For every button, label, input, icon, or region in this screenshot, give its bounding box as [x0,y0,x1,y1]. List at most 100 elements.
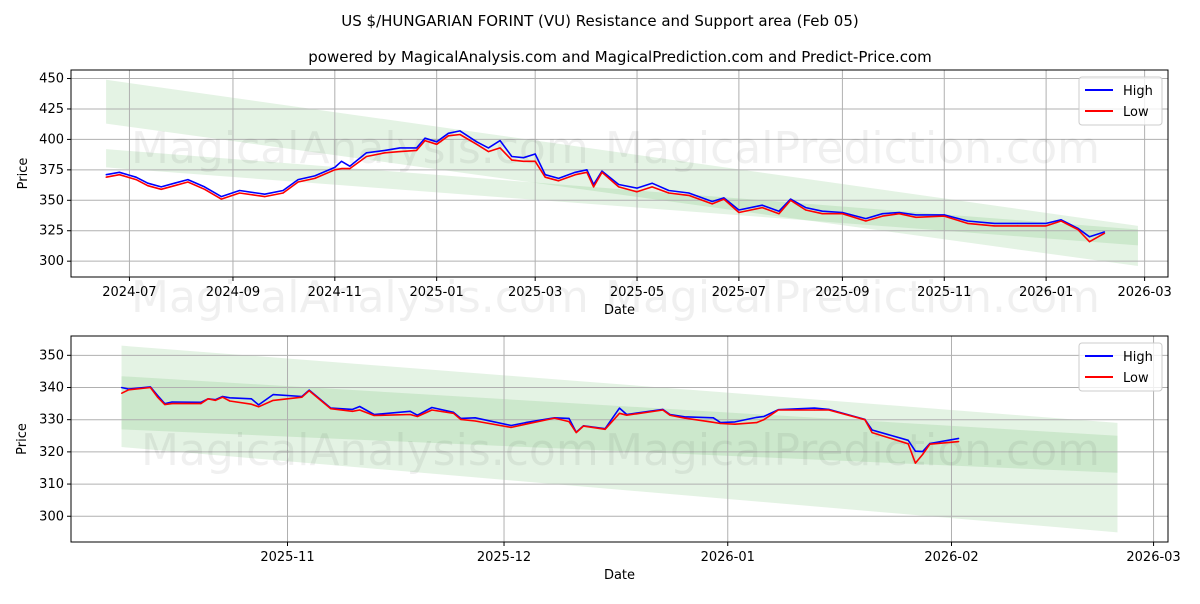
data-point-high [688,192,690,194]
data-point-low [511,159,513,161]
data-point-low [738,211,740,214]
data-point-low [828,409,830,411]
data-point-low [297,181,299,183]
data-point-low [626,414,628,416]
data-point-low [282,192,284,194]
chart-title: US $/HUNGARIAN FORINT (VU) Resistance an… [341,12,858,30]
data-point-high [841,211,844,214]
data-point-low [1060,220,1062,222]
watermark: MagicalPrediction.com [605,425,1100,476]
axes-frame [70,69,1169,278]
data-point-high [171,401,173,403]
data-point-low [522,160,525,162]
data-point-low [821,213,823,215]
data-point-low [340,168,343,170]
data-point-high [557,177,560,179]
watermark: MagicalAnalysis.com [141,425,599,476]
data-point-low [229,400,231,402]
data-point-low [841,213,844,215]
data-point-high [534,153,536,155]
data-point-low [431,409,433,411]
data-point-high [510,424,512,427]
data-point-high [734,421,736,423]
data-point-low [147,185,149,187]
data-point-high [738,209,740,211]
data-point-high [574,171,576,173]
data-point-low [349,168,351,170]
resistance-band [106,79,1138,267]
data-point-high [586,169,588,171]
data-point-low [668,192,670,194]
y-tick-label: 450 [39,72,64,87]
data-point-low [214,399,216,401]
data-point-low [365,155,368,158]
y-tick-label: 300 [39,254,64,269]
x-tick-label: 2026-03 [1117,285,1171,300]
data-point-high [922,450,924,453]
data-point-high [1088,236,1091,238]
x-tick-label: 2026-01 [1019,285,1073,300]
data-point-high [436,141,438,143]
data-point-low [712,421,714,423]
data-point-low [460,418,462,420]
data-point-low [459,133,461,136]
data-point-low [943,215,945,217]
data-point-low [264,196,266,198]
data-point-high [761,204,763,206]
data-point-high [568,417,570,419]
data-point-low [586,171,588,173]
x-tick-label: 2024-07 [102,285,156,300]
data-point-low [250,403,253,405]
data-point-low [618,412,621,414]
watermark: MagicalAnalysis.com [131,123,589,174]
watermark: MagicalPrediction.com [605,272,1100,323]
data-point-low [171,402,173,405]
data-point-low [618,186,620,188]
data-point-low [149,386,151,389]
data-point-high [250,398,253,400]
data-point-high [239,189,241,192]
data-point-high [790,198,792,200]
data-point-low [272,399,274,401]
data-point-low [604,428,606,430]
data-point-low [487,150,490,153]
data-point-high [499,140,501,142]
data-point-low [384,152,386,154]
data-point-low [436,143,438,145]
data-point-high [601,170,603,172]
data-point-low [409,413,411,416]
x-axis-label: Date [604,568,635,583]
series-line-high [105,130,1105,238]
data-point-high [993,222,995,225]
data-point-high [898,211,900,214]
data-point-low [220,198,222,200]
data-point-low [351,410,354,412]
data-point-low [574,174,576,176]
data-point-high [409,410,411,412]
data-point-low [929,443,931,445]
data-point-low [1103,232,1106,234]
data-point-low [763,419,765,421]
data-point-high [160,186,162,188]
data-point-low [314,177,316,179]
data-point-low [756,421,758,424]
data-point-low [805,209,807,211]
data-point-low [105,176,107,178]
data-point-low [865,220,867,222]
x-tick-label: 2025-01 [410,285,464,300]
data-point-low [778,213,780,215]
data-point-low [135,178,137,181]
data-point-low [200,402,202,405]
data-point-low [221,396,224,398]
data-point-high [1103,231,1106,233]
y-tick-label: 340 [39,381,64,396]
data-point-high [651,182,653,184]
data-point-high [683,416,686,418]
data-point-low [601,171,603,173]
data-point-high [334,166,336,169]
data-point-high [487,147,490,149]
data-point-low [308,390,310,392]
data-point-low [914,462,917,464]
data-point-low [157,396,159,398]
legend-label-low: Low [1123,105,1149,120]
